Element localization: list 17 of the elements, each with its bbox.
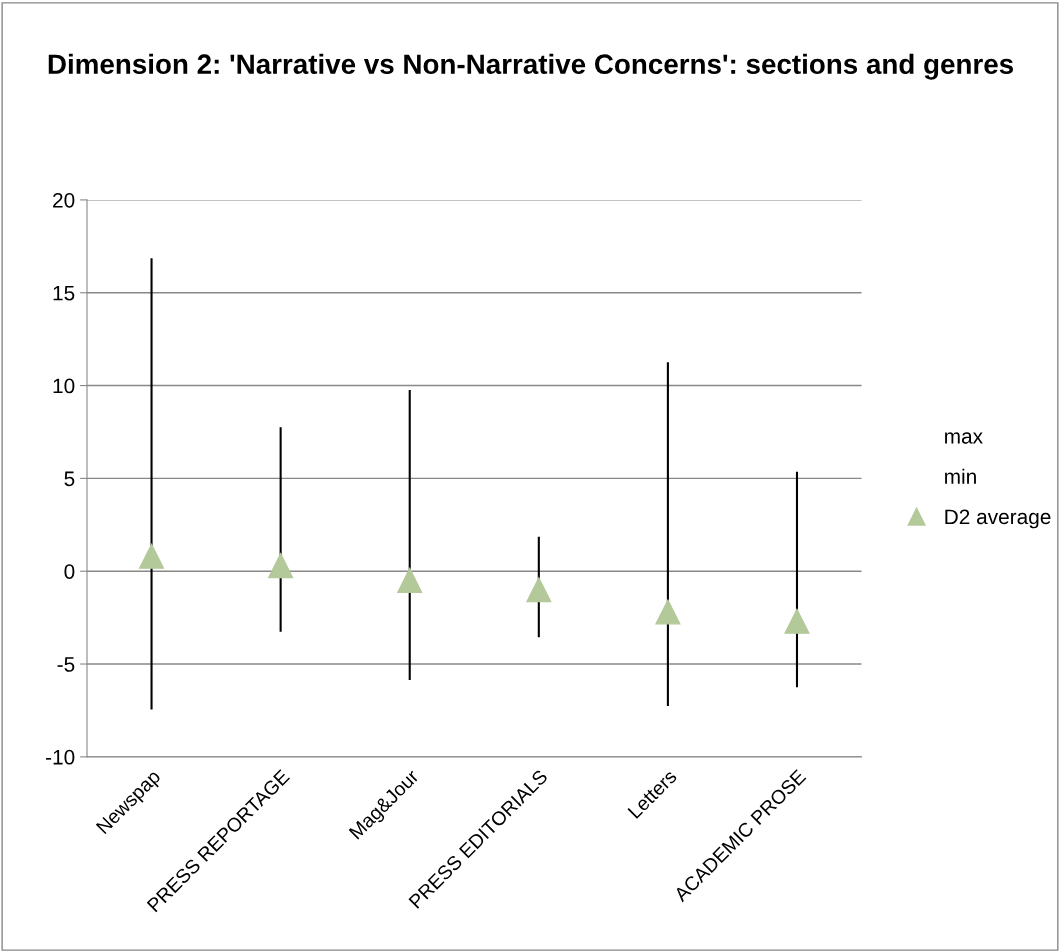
y-tick-label: 10 — [53, 378, 75, 394]
legend-label: D2 average — [945, 509, 1051, 529]
chart-title: Dimension 2: 'Narrative vs Non-Narrative Concerns': sections and genres — [48, 53, 1013, 80]
point — [526, 577, 552, 603]
legend-label: min — [945, 468, 976, 484]
point — [139, 543, 165, 569]
point — [397, 567, 423, 593]
y-tick-label: 5 — [64, 471, 75, 487]
legend-label: max — [945, 432, 983, 444]
point — [655, 599, 681, 625]
point — [784, 608, 810, 634]
y-tick-label: 15 — [53, 285, 75, 301]
y-tick-label: 20 — [53, 192, 75, 208]
point — [268, 553, 294, 579]
y-tick-label: 0 — [64, 564, 75, 579]
y-tick-label: -10 — [46, 749, 75, 765]
y-tick-label: -5 — [57, 657, 75, 672]
